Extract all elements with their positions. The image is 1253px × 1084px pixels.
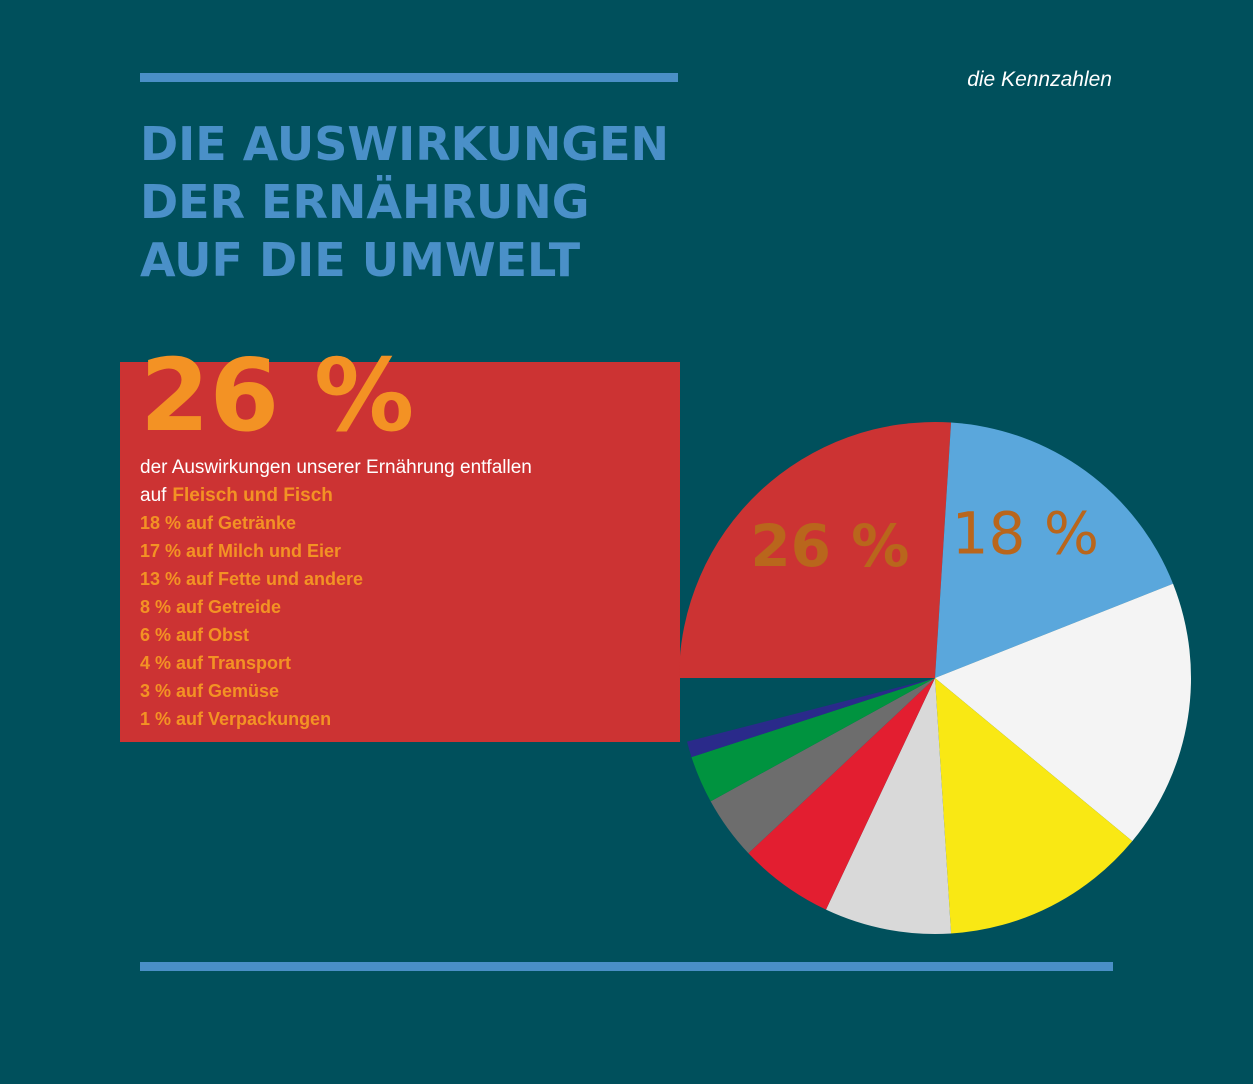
pie-slice — [679, 422, 952, 678]
intro-prefix: auf — [140, 485, 167, 506]
pie-slice — [935, 678, 1133, 934]
list: 18 % auf Getränke 17 % auf Milch und Eier… — [140, 513, 363, 729]
list-item: 6 % auf Obst — [140, 625, 249, 645]
title-line: DER ERNÄHRUNG — [140, 175, 590, 229]
pie-slice — [710, 678, 935, 854]
slice-label: 18 % — [952, 500, 1099, 568]
pie-slice — [826, 678, 952, 934]
kicker: die Kennzahlen — [967, 68, 1112, 91]
pie-slice — [935, 583, 1191, 842]
pie-slice — [691, 678, 935, 802]
title-line: DIE AUSWIRKUNGEN — [140, 117, 669, 171]
list-item: 13 % auf Fette und andere — [140, 569, 363, 589]
list-item: 17 % auf Milch und Eier — [140, 541, 341, 561]
bottom-rule — [140, 962, 1113, 971]
list-item: 1 % auf Verpackungen — [140, 709, 331, 729]
list-item: 18 % auf Getränke — [140, 513, 296, 533]
pie: 26 % 18 % — [679, 422, 1191, 934]
pie-slice — [687, 678, 935, 758]
title-line: AUF DIE UMWELT — [140, 233, 581, 287]
slice-label: 26 % — [750, 512, 909, 580]
top-rule — [140, 73, 678, 82]
list-item: 4 % auf Transport — [140, 653, 291, 673]
pie-slice — [935, 422, 1174, 678]
text-panel — [120, 362, 680, 742]
intro: auf Fleisch und Fisch — [140, 485, 333, 506]
list-item: 3 % auf Gemüse — [140, 681, 279, 701]
intro: der Auswirkungen unserer Ernährung entfa… — [140, 457, 532, 478]
intro-highlight: Fleisch und Fisch — [172, 485, 332, 506]
highlight: 26 % — [140, 337, 414, 454]
pie-slice — [748, 678, 935, 910]
list-item: 8 % auf Getreide — [140, 597, 281, 617]
